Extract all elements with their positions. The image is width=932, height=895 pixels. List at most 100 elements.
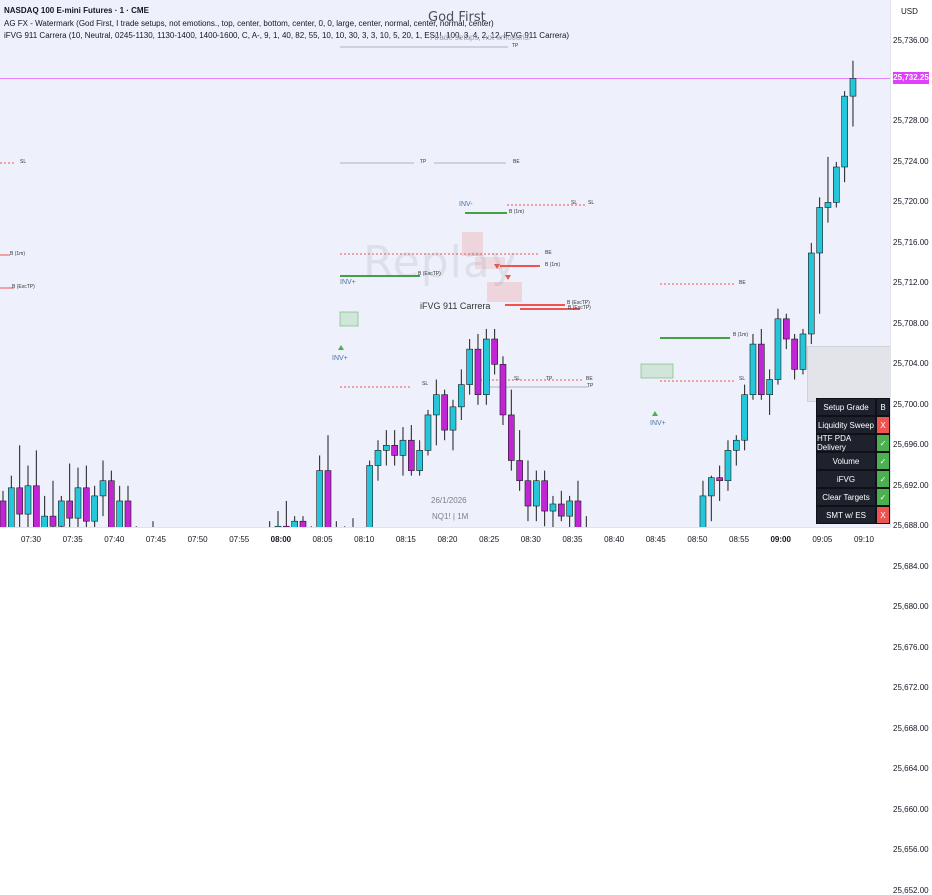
time-axis[interactable]: 07:30 07:35 07:40 07:45 07:50 07:55 08:00 08:05… xyxy=(0,527,890,551)
time-tick: 08:40 xyxy=(604,535,625,544)
price-tick: 25,652.00 xyxy=(893,885,929,895)
fvg-zone xyxy=(487,282,522,302)
bull-candle xyxy=(733,439,740,451)
bull-candle xyxy=(483,338,490,396)
bear-candle xyxy=(474,348,482,396)
bull-candle xyxy=(274,525,282,527)
inv-plus-label: INV+ xyxy=(340,279,356,286)
bear-candle xyxy=(441,394,448,431)
bear-candle xyxy=(574,500,582,527)
be-label: BE xyxy=(545,250,552,256)
inv-minus-label: INV- xyxy=(459,201,473,208)
bull-candle xyxy=(841,95,848,168)
bear-candle xyxy=(758,343,765,396)
chart-canvas[interactable] xyxy=(0,0,890,527)
b-exctp-label: B (ExcTP) xyxy=(568,305,591,311)
bull-candle xyxy=(383,444,390,451)
checklist-row: SMT w/ ES X xyxy=(816,506,890,524)
price-tick: 25,708.00 xyxy=(893,318,929,328)
price-tick: 25,704.00 xyxy=(893,359,929,369)
indicator-legend-ifvg[interactable]: iFVG 911 Carrera (10, Neutral, 0245-1130… xyxy=(4,31,570,40)
sell-arrow-icon xyxy=(494,264,500,269)
bull-candle xyxy=(399,439,407,456)
bull-candle xyxy=(91,495,98,522)
bull-candle xyxy=(749,343,757,396)
bull-candle xyxy=(808,252,815,335)
chart-plot-area[interactable]: Replay NASDAQ 100 E-mini Futures · 1 · C… xyxy=(0,0,890,527)
bull-candle xyxy=(824,202,832,208)
price-tick: 25,696.00 xyxy=(893,440,929,450)
time-tick: 08:15 xyxy=(395,535,416,544)
checklist-label: HTF PDA Delivery xyxy=(816,434,876,452)
be-label: BE xyxy=(586,376,593,382)
tp-label: TP xyxy=(420,159,427,165)
price-tick: 25,660.00 xyxy=(893,804,929,814)
price-tick: 25,700.00 xyxy=(893,399,929,409)
checklist-row: Volume ✓ xyxy=(816,452,890,470)
checklist-row: iFVG ✓ xyxy=(816,470,890,488)
checklist-status: ✓ xyxy=(876,488,890,506)
price-tick: 25,728.00 xyxy=(893,116,929,126)
time-tick: 07:30 xyxy=(20,535,42,544)
indicator-legend-watermark[interactable]: AG FX - Watermark (God First, I trade se… xyxy=(4,19,494,28)
checklist-label: Clear Targets xyxy=(816,488,876,506)
setup-checklist-table: Setup Grade B Liquidity Sweep X HTF PDA Deli… xyxy=(816,398,890,524)
time-tick: 07:35 xyxy=(62,535,83,544)
checklist-status: ✓ xyxy=(876,434,890,452)
tp-label: TP xyxy=(587,383,594,389)
bear-candle xyxy=(491,338,498,365)
bull-candle xyxy=(741,394,748,441)
bull-candle xyxy=(799,333,807,370)
bear-candle xyxy=(783,318,790,340)
fvg-zone xyxy=(462,232,483,256)
bull-candle xyxy=(724,450,732,482)
checklist-status: ✓ xyxy=(876,470,890,488)
bear-candle xyxy=(299,520,307,527)
buy-arrow-icon xyxy=(338,345,344,350)
checklist-label: SMT w/ ES xyxy=(816,506,876,524)
checklist-status: X xyxy=(876,416,890,434)
sl-label: SL xyxy=(571,200,578,206)
bull-candle xyxy=(374,450,382,466)
time-tick: 08:20 xyxy=(437,535,458,544)
checklist-row: Liquidity Sweep X xyxy=(816,416,890,434)
bull-candle xyxy=(366,465,373,527)
bear-candle xyxy=(83,487,90,522)
bull-candle xyxy=(699,495,707,527)
currency-label[interactable]: USD xyxy=(901,7,918,16)
symbol-title[interactable]: NASDAQ 100 E-mini Futures · 1 · CME xyxy=(4,6,149,15)
b-exctp-label: B (ExcTP) xyxy=(567,300,590,306)
time-tick: 09:10 xyxy=(853,535,875,544)
price-tick: 25,680.00 xyxy=(893,602,929,612)
price-tick: 25,668.00 xyxy=(893,723,929,733)
bear-candle xyxy=(508,414,515,461)
sl-label: SL xyxy=(422,381,429,387)
bear-candle xyxy=(408,439,415,471)
time-tick: 08:55 xyxy=(729,535,750,544)
time-tick: 08:05 xyxy=(312,535,333,544)
bear-candle xyxy=(716,477,723,482)
tp-label: TP xyxy=(512,43,519,49)
bull-candle xyxy=(708,477,715,497)
bear-candle xyxy=(124,500,132,527)
time-tick: 07:45 xyxy=(145,535,166,544)
bull-candle xyxy=(458,384,465,408)
time-tick: 09:05 xyxy=(812,535,833,544)
checklist-label: iFVG xyxy=(816,470,876,488)
time-tick: 09:00 xyxy=(770,535,791,544)
price-tick: 25,720.00 xyxy=(893,197,929,207)
bull-candle xyxy=(424,414,432,451)
ifvg-indicator-label: iFVG 911 Carrera xyxy=(420,301,491,311)
bear-candle xyxy=(49,515,57,527)
bull-candle xyxy=(849,78,857,97)
bull-candle xyxy=(774,318,782,380)
price-tick: 25,724.00 xyxy=(893,156,929,166)
bull-candle xyxy=(549,503,557,512)
sl-label: SL xyxy=(514,376,521,382)
bull-candle xyxy=(832,166,840,203)
time-tick: 08:45 xyxy=(645,535,666,544)
overlay-panel-box xyxy=(807,346,890,402)
bear-candle xyxy=(16,487,23,515)
bear-candle xyxy=(524,480,532,507)
checklist-row: Setup Grade B xyxy=(816,398,890,416)
